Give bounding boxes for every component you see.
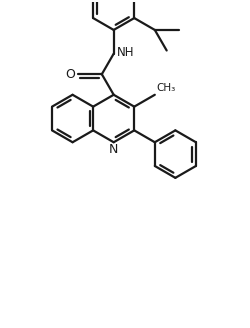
Text: NH: NH <box>117 46 134 59</box>
Text: N: N <box>109 143 118 156</box>
Text: CH₃: CH₃ <box>157 83 176 93</box>
Text: O: O <box>65 68 75 81</box>
